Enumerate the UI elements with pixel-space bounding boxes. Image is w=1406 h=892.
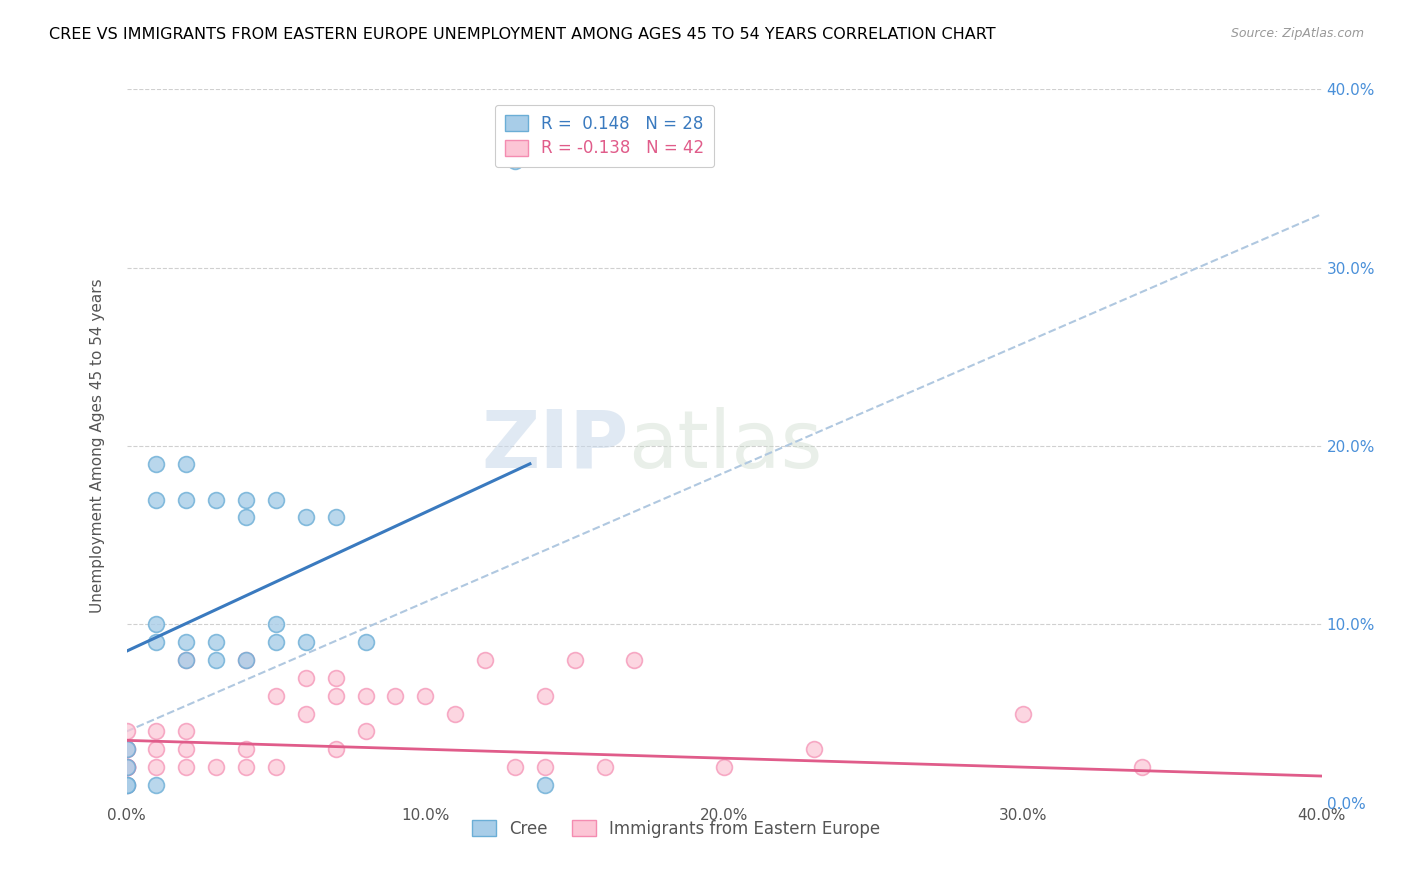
Point xyxy=(145,742,167,756)
Text: CREE VS IMMIGRANTS FROM EASTERN EUROPE UNEMPLOYMENT AMONG AGES 45 TO 54 YEARS CO: CREE VS IMMIGRANTS FROM EASTERN EUROPE U… xyxy=(49,27,995,42)
Point xyxy=(325,671,347,685)
Point xyxy=(235,492,257,507)
Point xyxy=(235,510,257,524)
Point xyxy=(1130,760,1153,774)
Point xyxy=(115,742,138,756)
Y-axis label: Unemployment Among Ages 45 to 54 years: Unemployment Among Ages 45 to 54 years xyxy=(90,278,105,614)
Point xyxy=(115,742,138,756)
Point xyxy=(294,671,316,685)
Point xyxy=(174,742,197,756)
Point xyxy=(174,635,197,649)
Point xyxy=(174,653,197,667)
Point xyxy=(115,778,138,792)
Point xyxy=(115,760,138,774)
Point xyxy=(145,617,167,632)
Point xyxy=(294,706,316,721)
Point xyxy=(534,760,557,774)
Point xyxy=(235,653,257,667)
Point xyxy=(354,724,377,739)
Point xyxy=(294,635,316,649)
Point xyxy=(354,635,377,649)
Point xyxy=(145,760,167,774)
Point xyxy=(354,689,377,703)
Point xyxy=(803,742,825,756)
Point xyxy=(564,653,586,667)
Text: ZIP: ZIP xyxy=(481,407,628,485)
Point xyxy=(534,778,557,792)
Point xyxy=(503,153,526,168)
Point xyxy=(235,653,257,667)
Point xyxy=(174,457,197,471)
Point xyxy=(174,653,197,667)
Point xyxy=(205,760,228,774)
Point xyxy=(205,635,228,649)
Point xyxy=(115,724,138,739)
Point xyxy=(444,706,467,721)
Point xyxy=(145,457,167,471)
Point xyxy=(294,510,316,524)
Point xyxy=(115,742,138,756)
Point xyxy=(384,689,406,703)
Point xyxy=(264,760,287,774)
Point xyxy=(115,760,138,774)
Point xyxy=(264,492,287,507)
Point xyxy=(534,689,557,703)
Point xyxy=(264,617,287,632)
Point xyxy=(145,778,167,792)
Point xyxy=(623,653,645,667)
Text: Source: ZipAtlas.com: Source: ZipAtlas.com xyxy=(1230,27,1364,40)
Point xyxy=(593,760,616,774)
Point xyxy=(174,724,197,739)
Point xyxy=(713,760,735,774)
Point xyxy=(264,689,287,703)
Point xyxy=(474,653,496,667)
Point xyxy=(325,689,347,703)
Point xyxy=(415,689,437,703)
Point xyxy=(174,760,197,774)
Point xyxy=(235,760,257,774)
Point xyxy=(235,742,257,756)
Point xyxy=(145,635,167,649)
Point xyxy=(325,510,347,524)
Point xyxy=(115,760,138,774)
Text: atlas: atlas xyxy=(628,407,823,485)
Point xyxy=(145,492,167,507)
Point xyxy=(205,492,228,507)
Point xyxy=(115,760,138,774)
Point xyxy=(1011,706,1033,721)
Point xyxy=(205,653,228,667)
Point xyxy=(115,778,138,792)
Point xyxy=(115,760,138,774)
Point xyxy=(145,724,167,739)
Point xyxy=(115,778,138,792)
Legend: Cree, Immigrants from Eastern Europe: Cree, Immigrants from Eastern Europe xyxy=(465,814,887,845)
Point xyxy=(325,742,347,756)
Point xyxy=(264,635,287,649)
Point xyxy=(174,492,197,507)
Point xyxy=(503,760,526,774)
